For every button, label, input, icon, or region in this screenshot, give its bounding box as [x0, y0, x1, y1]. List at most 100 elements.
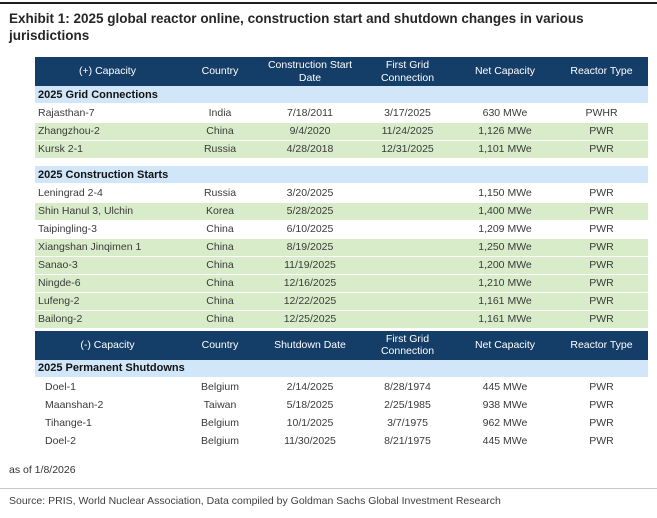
- table-cell: 3/20/2025: [260, 184, 360, 203]
- table-cell: 1,150 MWe: [455, 184, 555, 203]
- table-cell: 1,200 MWe: [455, 256, 555, 275]
- table-cell: 445 MWe: [455, 377, 555, 397]
- table-row: Taipingling-3 China 6/10/2025 1,209 MWe PWR: [35, 220, 648, 239]
- table-cell: 10/1/2025: [260, 413, 360, 433]
- footer-divider: [0, 488, 657, 489]
- table-cell: [360, 184, 455, 203]
- table-cell: Taipingling-3: [35, 220, 180, 239]
- table-cell: [360, 310, 455, 329]
- table-cell: China: [180, 256, 260, 275]
- table-cell: Korea: [180, 202, 260, 221]
- table-cell: [360, 292, 455, 311]
- column-header-capacity-minus: (-) Capacity: [35, 330, 180, 360]
- table-cell: 1,210 MWe: [455, 274, 555, 293]
- section-label: 2025 Grid Connections: [35, 86, 648, 106]
- table-cell: Tihange-1: [35, 413, 180, 433]
- table-cell: 8/19/2025: [260, 238, 360, 257]
- additions-header-row: (+) Capacity Country Construction Start …: [35, 57, 648, 87]
- table-cell: PWR: [555, 310, 648, 329]
- table-cell: 12/25/2025: [260, 310, 360, 329]
- reactor-tables: (+) Capacity Country Construction Start …: [35, 57, 648, 451]
- capacity-shutdowns-table: (-) Capacity Country Shutdown Date First…: [35, 330, 648, 451]
- column-header-first-grid: First Grid Connection: [360, 330, 455, 360]
- column-header-reactor-type: Reactor Type: [555, 330, 648, 360]
- table-cell: 1,400 MWe: [455, 202, 555, 221]
- table-cell: Doel-2: [35, 431, 180, 451]
- section-header-row: 2025 Permanent Shutdowns: [35, 359, 648, 379]
- table-cell: Belgium: [180, 431, 260, 451]
- table-cell: Leningrad 2-4: [35, 184, 180, 203]
- table-cell: Taiwan: [180, 395, 260, 415]
- table-cell: China: [180, 220, 260, 239]
- top-divider: [0, 2, 657, 4]
- table-row: Ningde-6 China 12/16/2025 1,210 MWe PWR: [35, 274, 648, 293]
- table-cell: 1,101 MWe: [455, 140, 555, 159]
- table-cell: China: [180, 274, 260, 293]
- table-cell: PWR: [555, 274, 648, 293]
- table-cell: 1,250 MWe: [455, 238, 555, 257]
- table-cell: PWR: [555, 122, 648, 141]
- table-cell: 3/7/1975: [360, 413, 455, 433]
- column-header-construction-start: Construction Start Date: [260, 57, 360, 87]
- table-cell: 11/30/2025: [260, 431, 360, 451]
- column-header-country: Country: [180, 330, 260, 360]
- table-cell: PWR: [555, 202, 648, 221]
- table-cell: 8/28/1974: [360, 377, 455, 397]
- table-cell: 3/17/2025: [360, 104, 455, 123]
- table-row: Maanshan-2 Taiwan 5/18/2025 2/25/1985 938 MW…: [35, 395, 648, 415]
- column-header-shutdown-date: Shutdown Date: [260, 330, 360, 360]
- column-header-net-capacity: Net Capacity: [455, 57, 555, 87]
- table-row: Kursk 2-1 Russia 4/28/2018 12/31/2025 1,101 …: [35, 140, 648, 159]
- table-cell: Bailong-2: [35, 310, 180, 329]
- table-cell: [360, 220, 455, 239]
- table-cell: 5/18/2025: [260, 395, 360, 415]
- table-cell: PWR: [555, 256, 648, 275]
- table-cell: 1,126 MWe: [455, 122, 555, 141]
- column-header-net-capacity: Net Capacity: [455, 330, 555, 360]
- table-cell: 938 MWe: [455, 395, 555, 415]
- table-row: Zhangzhou-2 China 9/4/2020 11/24/2025 1,126 …: [35, 122, 648, 141]
- table-cell: 1,161 MWe: [455, 292, 555, 311]
- table-cell: [360, 202, 455, 221]
- table-cell: PWR: [555, 395, 648, 415]
- section-label: 2025 Construction Starts: [35, 166, 648, 186]
- table-cell: PWR: [555, 140, 648, 159]
- table-cell: 630 MWe: [455, 104, 555, 123]
- table-cell: 445 MWe: [455, 431, 555, 451]
- table-cell: China: [180, 122, 260, 141]
- table-cell: 11/19/2025: [260, 256, 360, 275]
- table-cell: Russia: [180, 140, 260, 159]
- table-cell: Kursk 2-1: [35, 140, 180, 159]
- section-label: 2025 Permanent Shutdowns: [35, 359, 648, 379]
- table-row: Shin Hanul 3, Ulchin Korea 5/28/2025 1,400 …: [35, 202, 648, 221]
- table-row: Lufeng-2 China 12/22/2025 1,161 MWe PWR: [35, 292, 648, 311]
- table-cell: 12/31/2025: [360, 140, 455, 159]
- table-cell: China: [180, 238, 260, 257]
- table-cell: 5/28/2025: [260, 202, 360, 221]
- table-cell: Lufeng-2: [35, 292, 180, 311]
- table-cell: 2/14/2025: [260, 377, 360, 397]
- shutdowns-header-row: (-) Capacity Country Shutdown Date First…: [35, 330, 648, 360]
- section-gap-row: [35, 158, 648, 167]
- table-cell: Sanao-3: [35, 256, 180, 275]
- table-cell: 6/10/2025: [260, 220, 360, 239]
- section-header-row: 2025 Construction Starts: [35, 166, 648, 186]
- table-cell: China: [180, 292, 260, 311]
- table-cell: Rajasthan-7: [35, 104, 180, 123]
- table-cell: PWR: [555, 292, 648, 311]
- table-cell: 962 MWe: [455, 413, 555, 433]
- exhibit-title: Exhibit 1: 2025 global reactor online, c…: [9, 11, 584, 43]
- table-cell: 8/21/1975: [360, 431, 455, 451]
- table-row: Bailong-2 China 12/25/2025 1,161 MWe PWR: [35, 310, 648, 329]
- table-cell: [360, 256, 455, 275]
- column-header-country: Country: [180, 57, 260, 87]
- table-row: Doel-1 Belgium 2/14/2025 8/28/1974 445 MWe PW…: [35, 377, 648, 397]
- table-cell: 4/28/2018: [260, 140, 360, 159]
- table-cell: Ningde-6: [35, 274, 180, 293]
- capacity-additions-table: (+) Capacity Country Construction Start …: [35, 57, 648, 329]
- column-header-first-grid: First Grid Connection: [360, 57, 455, 87]
- table-cell: [360, 274, 455, 293]
- table-row: Doel-2 Belgium 11/30/2025 8/21/1975 445 MWe P…: [35, 431, 648, 451]
- table-cell: 2/25/1985: [360, 395, 455, 415]
- table-cell: PWR: [555, 377, 648, 397]
